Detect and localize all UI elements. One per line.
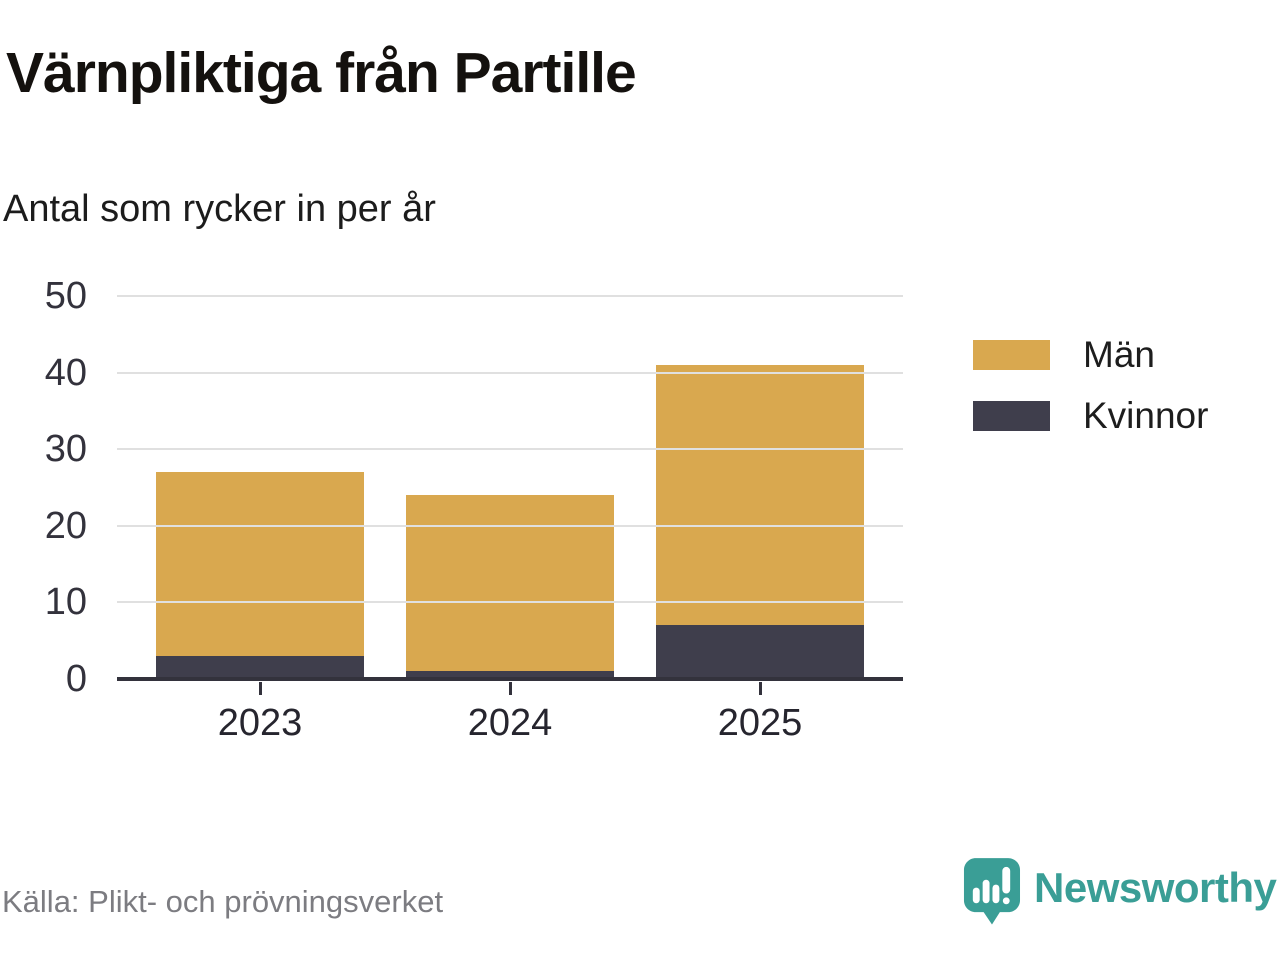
legend-swatch-män (973, 340, 1050, 370)
x-axis-tick (758, 682, 762, 695)
y-gridline (117, 295, 903, 297)
source-caption: Källa: Plikt- och prövningsverket (2, 884, 444, 919)
legend-swatch-kvinnor (973, 401, 1050, 431)
chart-subtitle: Antal som rycker in per år (3, 188, 436, 230)
y-axis-label: 30 (44, 428, 87, 471)
x-axis-label: 2024 (467, 702, 553, 744)
newsworthy-logo-icon (963, 858, 1021, 925)
x-axis-label: 2023 (217, 702, 303, 744)
y-gridline (117, 524, 903, 527)
y-axis-label: 0 (65, 658, 87, 700)
x-axis-tick (258, 682, 262, 695)
y-axis-label: 20 (44, 504, 87, 547)
bar-segment-män-2025 (656, 364, 864, 626)
x-axis-line (117, 677, 903, 681)
legend-label-kvinnor: Kvinnor (1083, 395, 1209, 436)
y-axis-label: 40 (44, 351, 87, 394)
chart-title: Värnpliktiga från Partille (6, 41, 637, 105)
y-axis-label: 50 (44, 275, 87, 317)
legend: Män Kvinnor (973, 334, 1209, 436)
newsworthy-logo-text: Newsworthy (1034, 864, 1277, 911)
legend-item-kvinnor: Kvinnor (973, 395, 1209, 436)
legend-item-män: Män (973, 334, 1208, 375)
bar-segment-kvinnor-2023 (156, 656, 364, 679)
y-gridline (117, 601, 903, 604)
legend-label-män: Män (1083, 334, 1155, 375)
bar-segment-män-2024 (406, 495, 614, 672)
bar-segment-kvinnor-2025 (656, 625, 864, 679)
bar-segment-kvinnor-2024 (406, 671, 614, 679)
y-axis-label: 10 (44, 581, 87, 624)
bars-container: 2023 2024 2025 (135, 296, 885, 744)
x-axis-label: 2025 (717, 702, 803, 744)
y-gridline (117, 371, 903, 374)
bar-segment-män-2023 (156, 472, 364, 657)
y-gridline (117, 448, 903, 451)
newsworthy-logo: Newsworthy (962, 857, 1277, 926)
x-axis-tick (508, 682, 512, 695)
plot-area: 2023 2024 2025 0 10 20 30 40 50 (45, 277, 903, 744)
